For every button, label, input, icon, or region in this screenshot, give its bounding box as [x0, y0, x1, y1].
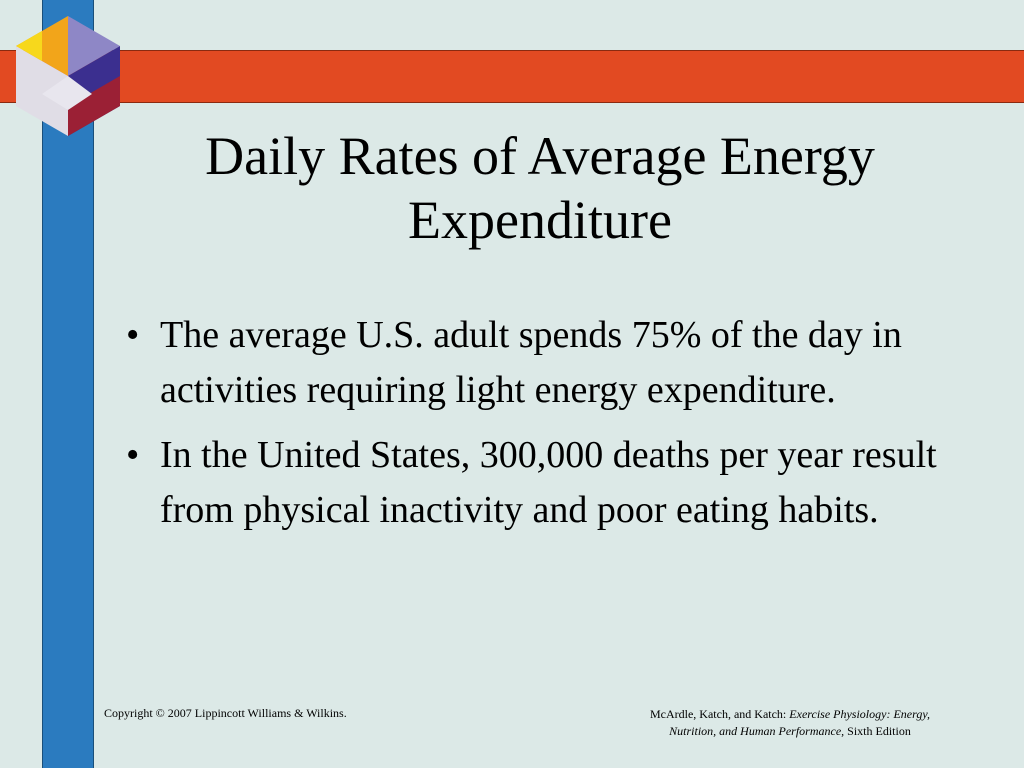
bullet-text: The average U.S. adult spends 75% of the…: [160, 314, 902, 411]
cube-logo-icon: [16, 16, 120, 136]
citation-authors: McArdle, Katch, and Katch:: [649, 707, 790, 721]
bullet-dot: •: [126, 434, 140, 476]
copyright-footer: Copyright © 2007 Lippincott Williams & W…: [104, 706, 347, 720]
slide-title: Daily Rates of Average Energy Expenditur…: [120, 124, 960, 252]
bullet-dot: •: [126, 314, 140, 356]
citation-edition: Sixth Edition: [844, 724, 911, 738]
bullet-list: • The average U.S. adult spends 75% of t…: [116, 308, 986, 548]
bullet-item: • In the United States, 300,000 deaths p…: [116, 428, 986, 538]
title-line-2: Expenditure: [408, 190, 672, 250]
bullet-text: In the United States, 300,000 deaths per…: [160, 434, 937, 531]
citation-book-title-1: Exercise Physiology: Energy,: [789, 707, 931, 721]
citation-book-title-2: Nutrition, and Human Performance,: [669, 724, 845, 738]
title-line-1: Daily Rates of Average Energy: [205, 126, 875, 186]
bullet-item: • The average U.S. adult spends 75% of t…: [116, 308, 986, 418]
citation-footer: McArdle, Katch, and Katch: Exercise Phys…: [590, 706, 990, 740]
horizontal-accent-bar: [0, 50, 1024, 103]
